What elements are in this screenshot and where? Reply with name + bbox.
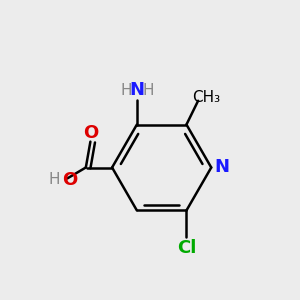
Text: N: N	[215, 158, 230, 176]
Text: CH₃: CH₃	[192, 90, 220, 105]
Text: H: H	[120, 83, 131, 98]
Text: O: O	[83, 124, 99, 142]
Text: O: O	[62, 171, 77, 189]
Text: Cl: Cl	[177, 239, 196, 257]
Text: H: H	[48, 172, 60, 188]
Text: H: H	[142, 83, 154, 98]
Text: N: N	[129, 81, 144, 99]
